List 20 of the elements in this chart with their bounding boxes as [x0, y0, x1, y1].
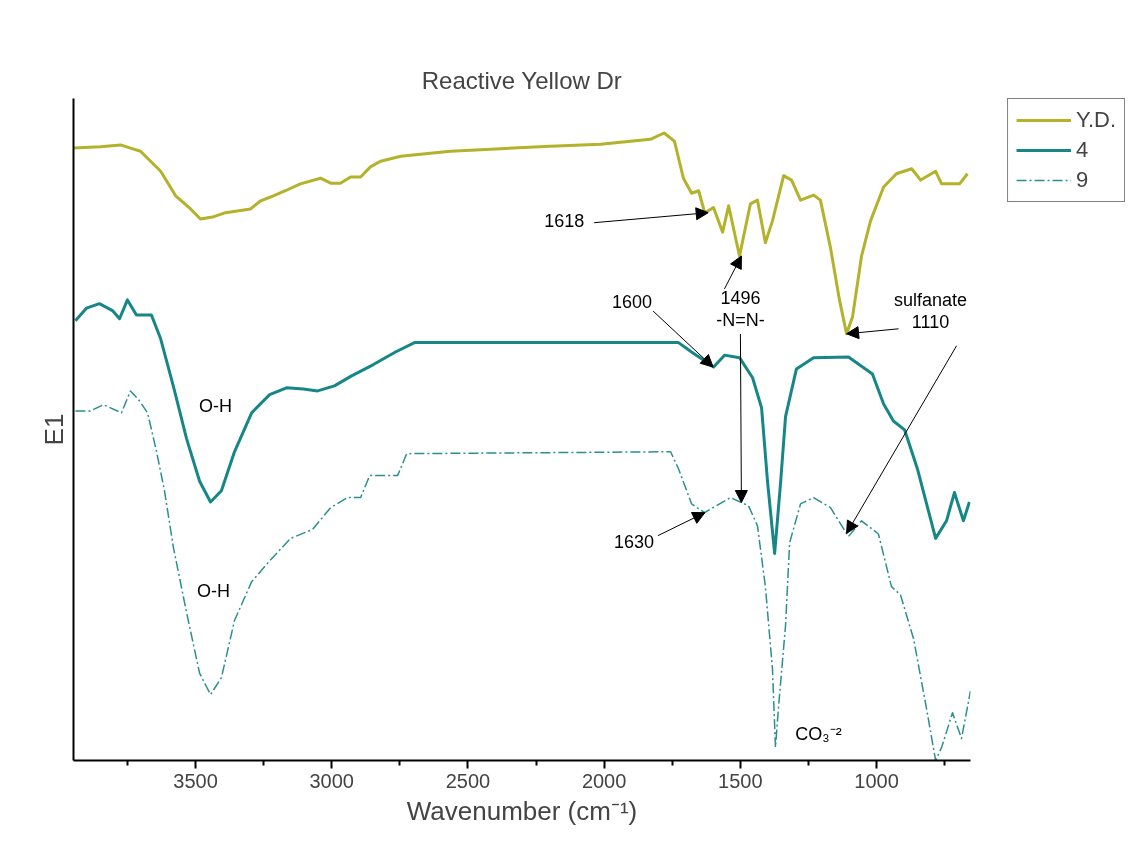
legend-label: 4: [1076, 137, 1090, 163]
annotation: 1496 -N=N-: [716, 288, 765, 330]
x-tick-label: 1000: [854, 769, 899, 792]
annotation: O-H: [197, 580, 230, 601]
y-axis-title: E1: [38, 413, 69, 446]
annotation: O-H: [199, 395, 232, 416]
x-tick-label: 3000: [309, 769, 354, 792]
legend-label: Y.D.: [1076, 107, 1116, 133]
annotation: sulfanate 1110: [894, 289, 968, 333]
annotation: 1600: [612, 291, 653, 312]
annotation: 1630: [613, 532, 654, 553]
annotation: CO₃⁻²: [795, 723, 842, 744]
x-tick-label: 2500: [445, 769, 491, 792]
chart-title: Reactive Yellow Dr: [421, 66, 622, 94]
x-tick-label: 1500: [718, 769, 763, 792]
annotation: 1618: [544, 211, 585, 232]
x-axis-title: Wavenumber (cm⁻¹): [406, 795, 638, 826]
x-tick-label: 3500: [173, 769, 218, 792]
legend-label: 9: [1076, 167, 1090, 193]
x-tick-label: 2000: [581, 769, 627, 792]
